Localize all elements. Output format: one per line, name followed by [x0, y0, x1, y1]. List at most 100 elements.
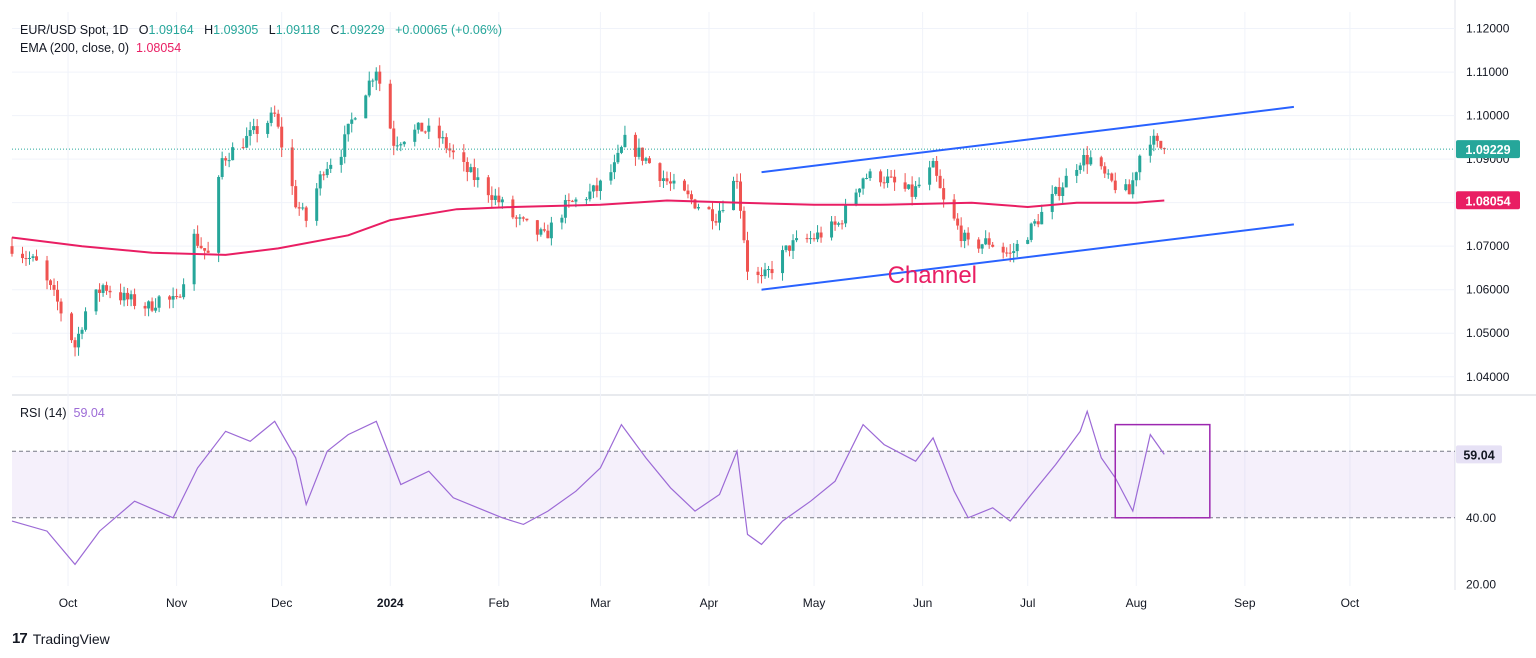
- candle-body: [637, 147, 641, 157]
- candle-body: [521, 217, 525, 219]
- candle-body: [966, 232, 970, 240]
- candle-body: [717, 210, 721, 223]
- rsi-legend: RSI (14) 59.04: [20, 406, 105, 420]
- ema-legend: EMA (200, close, 0) 1.08054: [20, 41, 181, 55]
- time-tick-label: Dec: [271, 596, 292, 610]
- price-tick-label: 1.06000: [1466, 283, 1510, 297]
- channel-upper-line: [761, 105, 1295, 174]
- price-tick-label: 1.07000: [1466, 239, 1510, 253]
- candle-body: [399, 144, 403, 146]
- candle-body: [35, 256, 39, 261]
- candle-body: [959, 225, 963, 242]
- tradingview-logo-icon: 17: [12, 630, 28, 647]
- candle-body: [297, 207, 301, 209]
- open-value: 1.09164: [148, 23, 194, 37]
- candle-body: [1029, 223, 1033, 240]
- candle-body: [935, 160, 939, 176]
- rsi-tick-label: 40.00: [1466, 511, 1496, 525]
- candle-body: [437, 125, 441, 139]
- candle-body: [301, 207, 305, 209]
- high-label: H: [204, 23, 214, 37]
- candle-body: [756, 271, 760, 276]
- candle-body: [378, 71, 382, 84]
- candle-body: [795, 238, 799, 241]
- candle-body: [746, 240, 750, 272]
- candle-body: [917, 184, 921, 187]
- candle-body: [938, 175, 942, 189]
- candle-body: [735, 180, 739, 182]
- brand[interactable]: 17 TradingView: [12, 630, 110, 647]
- candle-body: [1012, 251, 1016, 254]
- candle-body: [255, 126, 259, 134]
- candle-body: [1064, 175, 1068, 188]
- candle-body: [584, 199, 588, 201]
- time-tick-label: Nov: [166, 596, 187, 610]
- candle-body: [416, 122, 420, 130]
- candle-body: [364, 95, 368, 119]
- rsi-box-annotation: [1114, 423, 1211, 519]
- candle-body: [73, 340, 77, 348]
- candle-body: [805, 238, 809, 240]
- candle-body: [493, 195, 497, 200]
- candle-body: [1148, 144, 1152, 156]
- time-tick-label: Oct: [1341, 596, 1360, 610]
- channel-label: Channel: [888, 262, 977, 289]
- candle-body: [616, 152, 620, 163]
- time-tick-label: Apr: [700, 596, 719, 610]
- ema-label: EMA (200, close, 0): [20, 41, 130, 55]
- candle-body: [1033, 221, 1037, 224]
- candle-body: [539, 229, 543, 235]
- brand-name: TradingView: [32, 630, 110, 647]
- candle-body: [196, 233, 200, 246]
- candle-body: [472, 167, 476, 181]
- candle-body: [588, 191, 592, 200]
- rsi-label: RSI (14): [20, 406, 67, 420]
- candle-body: [448, 148, 452, 151]
- candle-body: [315, 188, 319, 221]
- time-tick-label: Jun: [913, 596, 932, 610]
- current-price-tag-bg: [1456, 140, 1520, 159]
- candle-body: [791, 240, 795, 251]
- candle-body: [707, 207, 711, 210]
- change-value: +0.00065 (+0.06%): [395, 23, 503, 37]
- candle-body: [812, 238, 816, 240]
- candle-body: [290, 147, 294, 187]
- candle-body: [1005, 252, 1009, 254]
- candle-body: [371, 80, 375, 82]
- candle-body: [143, 305, 147, 309]
- channel-lower-line: [761, 223, 1295, 291]
- candle-body: [1138, 155, 1142, 173]
- candle-body: [567, 200, 571, 202]
- high-value: 1.09305: [213, 23, 259, 37]
- candle-body: [217, 176, 221, 253]
- rsi-value-tag-bg: [1456, 445, 1502, 464]
- candle-body: [647, 158, 651, 164]
- candle-body: [770, 269, 774, 274]
- candle-body: [546, 230, 550, 239]
- time-tick-label: Sep: [1234, 596, 1256, 610]
- price-tick-label: 1.05000: [1466, 326, 1510, 340]
- candle-body: [154, 307, 158, 311]
- candle-body: [304, 207, 308, 221]
- ema-line: [11, 199, 1165, 256]
- candle-body: [318, 174, 322, 189]
- time-tick-label: May: [803, 596, 826, 610]
- candle-body: [672, 180, 676, 184]
- candle-body: [59, 301, 63, 314]
- candle-body: [623, 134, 627, 148]
- candle-body: [633, 134, 637, 157]
- rsi-band: [12, 451, 1455, 518]
- candle-body: [353, 118, 357, 120]
- candle-body: [1001, 246, 1005, 253]
- ema-price-tag-bg: [1456, 191, 1520, 210]
- candle-body: [122, 292, 126, 301]
- candle-body: [830, 221, 834, 238]
- axes: 1.120001.110001.100001.090001.080001.070…: [59, 22, 1520, 610]
- candle-body: [661, 178, 665, 181]
- candle-body: [742, 210, 746, 241]
- rsi-line: [11, 409, 1165, 566]
- candle-body: [693, 199, 697, 209]
- candle-body: [444, 137, 448, 149]
- candle-body: [574, 199, 578, 202]
- candle-body: [269, 112, 273, 123]
